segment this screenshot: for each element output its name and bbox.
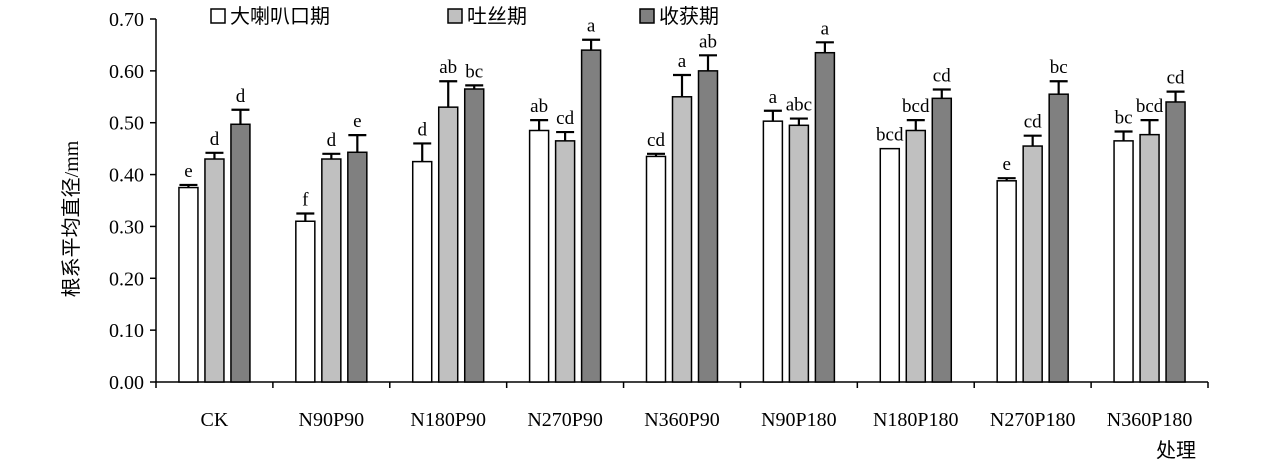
bar [788,124,810,383]
bar [697,70,719,383]
bar [645,155,667,383]
significance-label: ab [699,31,717,52]
significance-label: bcd [876,125,904,146]
legend-swatch [447,8,463,24]
bar [347,151,368,383]
significance-label: e [1002,154,1010,175]
bar [437,106,459,383]
y-tick-label: 0.70 [109,9,144,31]
x-tick-label: N360P180 [1107,409,1193,431]
bar [1113,140,1134,383]
bar [528,129,550,383]
legend-item-3: 收获期 [639,5,719,28]
significance-label: d [236,86,246,107]
y-tick-label: 0.20 [109,268,144,290]
y-tick-label: 0.50 [109,113,144,135]
x-tick-label: CK [201,409,229,431]
bar [905,129,927,383]
bar [1022,145,1043,383]
significance-label: f [302,189,309,210]
y-axis: 0.00 0.10 0.20 0.30 0.40 0.50 0.60 0.70 [109,9,157,394]
legend-label: 收获期 [659,5,719,28]
x-tick-label: N180P180 [873,409,959,431]
significance-label: abc [786,95,812,116]
x-axis: CK N90P90 N180P90 N270P90 N360P90 N90P180 N180… [155,381,1209,431]
bar [996,180,1017,383]
y-tick-label: 0.40 [109,165,144,187]
x-tick-label: N270P180 [990,409,1076,431]
significance-label: cd [647,130,665,151]
y-tick-label: 0.60 [109,61,144,83]
significance-label: e [353,111,361,132]
significance-label: bc [465,61,483,82]
legend-label: 吐丝期 [467,5,527,28]
bar [814,51,836,383]
bar [762,120,784,383]
significance-label: ab [530,96,548,117]
significance-label: cd [1024,112,1042,133]
legend-swatch [639,8,655,24]
legend: 大喇叭口期 吐丝期 收获期 [210,5,719,28]
legend-label: 大喇叭口期 [230,5,330,28]
significance-label: bc [1050,57,1068,78]
x-tick-label: N90P180 [761,409,837,431]
legend-item-1: 大喇叭口期 [210,5,330,28]
significance-label: bcd [902,96,930,117]
bar [1139,133,1160,383]
x-tick-label: N270P90 [527,409,603,431]
significance-label: bcd [1136,96,1164,117]
x-tick-label: N180P90 [410,409,486,431]
significance-label: e [184,161,192,182]
bar [1048,93,1069,383]
x-axis-title: 处理 [1156,439,1196,462]
y-tick-label: 0.30 [109,216,144,238]
bar [931,97,953,383]
bar [580,49,602,383]
significance-label: a [769,87,778,108]
y-tick-label: 0.00 [109,372,144,394]
legend-item-2: 吐丝期 [447,5,527,28]
significance-label: cd [556,108,574,129]
bar [671,96,693,383]
significance-label: a [587,16,596,37]
significance-label: a [678,51,687,72]
y-tick-label: 0.10 [109,320,144,342]
significance-label: d [417,119,427,140]
bar [411,160,433,383]
significance-label: bc [1115,108,1133,129]
significance-label: a [821,18,830,39]
x-tick-label: N360P90 [644,409,720,431]
bar [1165,101,1186,383]
legend-swatch [210,8,226,24]
bar [295,220,316,383]
bar [463,88,485,383]
significance-label: cd [1167,68,1185,89]
bar [178,186,199,383]
significance-label: d [327,130,337,151]
significance-label: ab [439,57,457,78]
bar [321,158,342,383]
bar [554,140,576,383]
bar [230,123,251,383]
significance-label: cd [933,66,951,87]
significance-label: d [210,129,220,150]
x-tick-label: N90P90 [299,409,365,431]
bar [204,158,225,383]
y-axis-title: 根系平均直径/mm [60,140,83,297]
bar [879,147,901,383]
